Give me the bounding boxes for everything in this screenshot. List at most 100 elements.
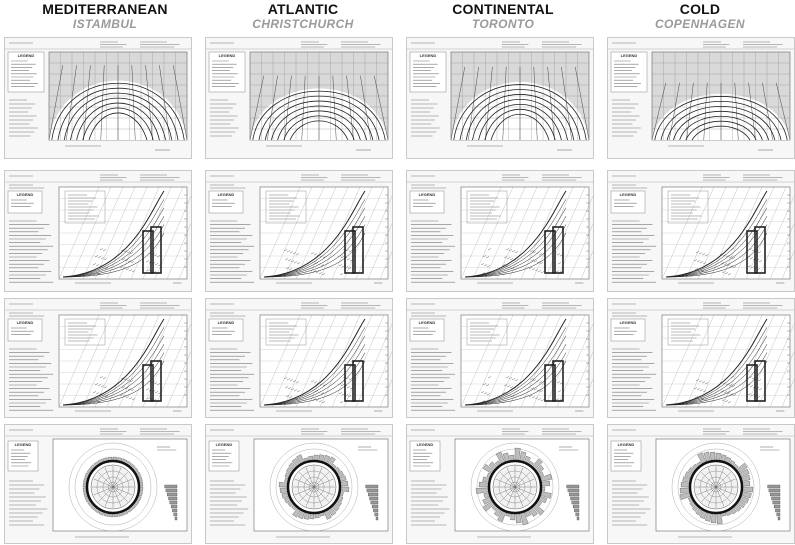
data-tick: [720, 262, 725, 265]
data-tick: [485, 256, 490, 259]
data-tick: [724, 400, 729, 403]
data-tick: [315, 271, 320, 274]
data-tick: [94, 255, 99, 258]
data-tick: [512, 259, 517, 262]
psychrometric-chart-1-panel: LEGEND: [205, 170, 393, 292]
data-tick: [103, 258, 108, 261]
rose-spoke: [112, 467, 122, 488]
data-tick: [508, 249, 513, 252]
data-tick: [482, 255, 487, 258]
wind-rose-chart-panel: LEGEND: [406, 424, 594, 544]
histogram-bar: [772, 500, 781, 505]
data-tick: [721, 399, 726, 402]
saturation-curve: [62, 216, 165, 278]
data-tick: [726, 392, 731, 395]
wind-rose-chart: LEGEND: [608, 428, 794, 538]
data-tick: [502, 273, 507, 276]
saturation-curve: [665, 190, 768, 278]
legend-title: LEGEND: [218, 192, 235, 197]
data-tick: [120, 377, 125, 380]
data-tick: [338, 392, 343, 395]
data-tick: [317, 391, 322, 394]
data-tick: [757, 379, 762, 382]
data-tick: [701, 253, 706, 256]
histogram-bar: [566, 484, 580, 489]
data-tick: [505, 248, 510, 251]
data-tick: [702, 262, 707, 265]
saturation-curve: [464, 232, 567, 278]
data-tick: [145, 260, 150, 263]
saturation-curve: [62, 344, 165, 406]
histogram-bar: [173, 512, 178, 517]
rose-ring: [688, 459, 744, 515]
data-tick: [485, 384, 490, 387]
climate-label: COLD: [679, 1, 721, 17]
histogram-bar: [375, 516, 379, 521]
data-tick: [530, 387, 535, 390]
hour-line: [83, 65, 91, 141]
data-tick: [727, 401, 732, 404]
saturation-curve: [62, 199, 165, 278]
data-tick: [720, 390, 725, 393]
sun-path-chart-panel: LEGEND: [607, 37, 795, 159]
saturation-curve: [464, 360, 567, 406]
data-tick: [312, 270, 317, 273]
data-tick: [528, 395, 533, 398]
data-tick: [317, 263, 322, 266]
data-tick: [347, 267, 352, 270]
data-tick: [348, 378, 353, 381]
data-tick: [534, 269, 539, 272]
rose-spoke: [514, 467, 524, 488]
data-tick: [532, 379, 537, 382]
hour-line: [734, 82, 739, 141]
data-tick: [290, 260, 295, 263]
data-tick: [310, 380, 315, 383]
data-tick: [124, 259, 129, 262]
data-tick: [153, 254, 158, 257]
rose-spoke: [715, 486, 725, 507]
data-tick: [99, 248, 104, 251]
saturation-curve: [62, 318, 165, 406]
data-tick: [481, 400, 486, 403]
saturation-curve: [464, 199, 567, 278]
sun-path-chart-panel: LEGEND: [406, 37, 594, 159]
saturation-curve: [263, 224, 366, 278]
data-tick: [127, 388, 132, 391]
saturation-curve: [263, 344, 366, 406]
saturation-curve: [263, 216, 366, 278]
data-tick: [339, 273, 344, 276]
data-tick: [120, 249, 125, 252]
data-tick: [291, 269, 296, 272]
data-tick: [285, 395, 290, 398]
hour-line: [267, 75, 278, 141]
enthalpy-line: [580, 379, 593, 408]
legend-box: [409, 190, 445, 214]
rose-spoke: [294, 478, 315, 488]
rose-spoke: [313, 486, 329, 502]
data-tick: [700, 398, 705, 401]
rose-spoke: [500, 472, 516, 488]
legend-title: LEGEND: [420, 53, 437, 58]
rose-spoke: [506, 467, 516, 488]
data-tick: [320, 392, 325, 395]
saturation-curve: [665, 232, 768, 278]
histogram-bar: [567, 488, 580, 493]
data-tick: [316, 382, 321, 385]
data-tick: [487, 376, 492, 379]
data-tick: [287, 387, 292, 390]
legend-box: [208, 318, 244, 342]
rose-spoke: [104, 486, 114, 507]
histogram-bar: [366, 488, 379, 493]
psychrometric-chart-1-panel: LEGEND: [607, 170, 795, 292]
rose-grid: [102, 476, 124, 498]
data-tick: [145, 388, 150, 391]
rose-spoke: [305, 486, 315, 507]
saturation-curve: [263, 207, 366, 278]
data-tick: [340, 256, 345, 259]
data-tick: [319, 383, 324, 386]
rose-spoke: [500, 486, 516, 502]
legend-box: [208, 51, 246, 93]
wind-rose-chart-panel: LEGEND: [607, 424, 795, 544]
data-tick: [539, 390, 544, 393]
enthalpy-line: [379, 251, 392, 280]
